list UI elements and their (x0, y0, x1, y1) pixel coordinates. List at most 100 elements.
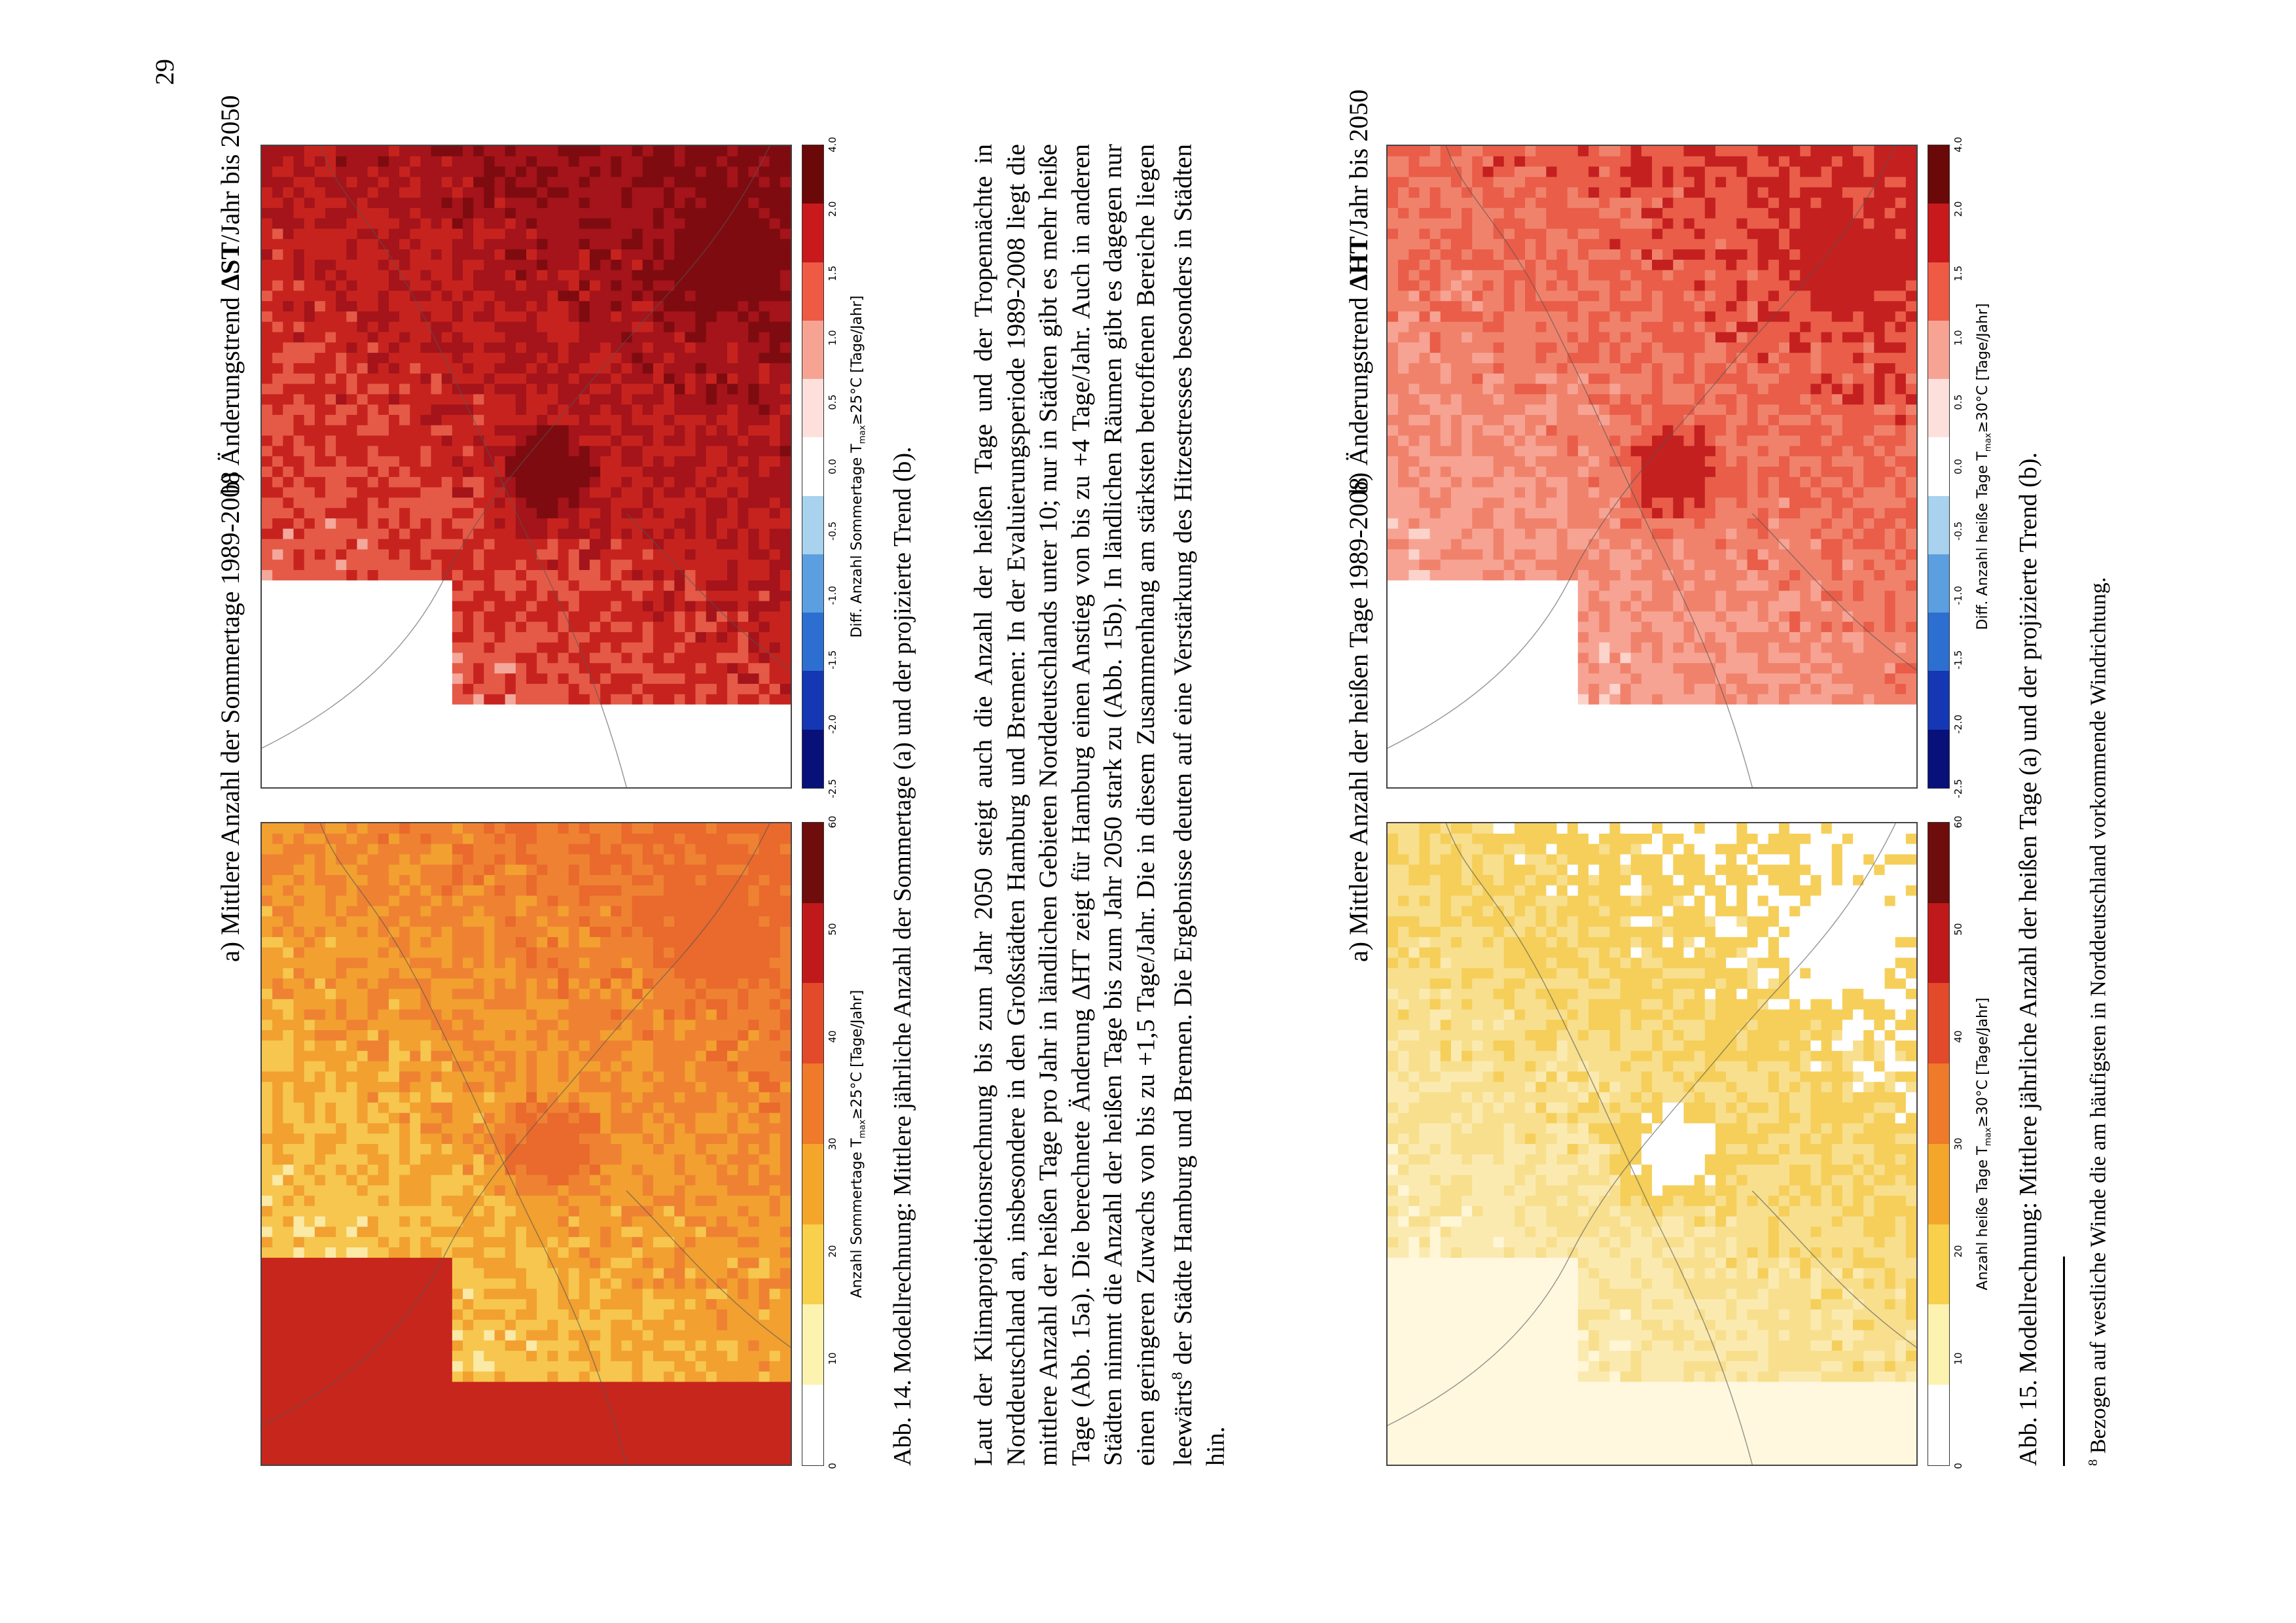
map-cell (632, 1288, 643, 1300)
map-cell (399, 1433, 410, 1444)
map-cell (759, 1164, 770, 1175)
map-cell (336, 895, 347, 906)
map-cell (293, 352, 305, 363)
map-cell (357, 1226, 368, 1238)
map-cell (769, 1133, 781, 1144)
map-cell (463, 1402, 474, 1413)
map-cell (484, 1402, 495, 1413)
map-cell (642, 1391, 654, 1403)
map-cell (568, 373, 580, 384)
map-cell (336, 580, 347, 591)
map-cell (600, 1433, 611, 1444)
map-cell (664, 1454, 675, 1465)
map-cell (304, 590, 315, 601)
map-cell (452, 735, 463, 746)
map-cell (314, 238, 326, 250)
map-cell (346, 864, 357, 876)
map-cell (452, 363, 463, 374)
map-cell (463, 1236, 474, 1248)
map-cell (399, 600, 410, 612)
map-cell (611, 833, 622, 844)
map-cell (579, 642, 590, 653)
map-cell (494, 1133, 506, 1144)
map-cell (410, 311, 421, 322)
map-cell (441, 745, 453, 757)
map-cell (547, 1154, 559, 1165)
map-cell (410, 290, 421, 302)
map-cell (262, 864, 273, 876)
map-cell (664, 957, 675, 969)
map-cell (463, 1350, 474, 1361)
map-cell (494, 569, 506, 580)
map-cell (420, 476, 432, 488)
map-cell (367, 414, 379, 425)
map-cell (283, 1381, 295, 1393)
map-cell (283, 156, 295, 167)
map-cell (515, 766, 527, 777)
map-cell (484, 1164, 495, 1175)
map-cell (526, 843, 537, 855)
map-cell (357, 1236, 368, 1248)
map-cell (727, 1040, 738, 1051)
map-cell (452, 1195, 463, 1206)
map-cell (346, 1019, 357, 1031)
map-cell (378, 156, 389, 167)
map-cell (399, 1329, 410, 1341)
map-cell (759, 823, 770, 834)
map-cell (367, 1402, 379, 1413)
map-cell (325, 967, 336, 979)
map-cell (346, 766, 357, 777)
map-cell (452, 999, 463, 1010)
map-cell (272, 156, 283, 167)
map-cell (780, 1329, 791, 1341)
map-cell (738, 1329, 749, 1341)
map-cell (262, 1391, 273, 1403)
map-cell (431, 1112, 442, 1124)
map-cell (505, 1454, 516, 1465)
map-cell (388, 611, 400, 622)
map-cell (293, 539, 305, 550)
map-cell (272, 1340, 283, 1351)
map-cell (642, 967, 654, 979)
map-cell (727, 1288, 738, 1300)
map-cell (473, 156, 484, 167)
map-cell (314, 735, 326, 746)
map-cell (325, 1350, 336, 1361)
map-cell (632, 1071, 643, 1082)
map-cell (632, 967, 643, 979)
map-cell (611, 1008, 622, 1020)
map-cell (325, 1247, 336, 1258)
map-cell (558, 1154, 569, 1165)
map-cell (547, 435, 559, 446)
map-cell (727, 1329, 738, 1341)
map-cell (568, 843, 580, 855)
map-cell (314, 632, 326, 643)
map-cell (674, 905, 685, 917)
map-cell (695, 1081, 707, 1092)
map-cell (283, 864, 295, 876)
map-cell (367, 642, 379, 653)
map-cell (780, 1247, 791, 1258)
map-cell (632, 1247, 643, 1258)
map-cell (410, 947, 421, 958)
map-cell (388, 1050, 400, 1061)
map-cell (621, 1340, 633, 1351)
map-cell (526, 156, 537, 167)
map-cell (537, 967, 548, 979)
map-cell (621, 1381, 633, 1393)
map-cell (336, 1454, 347, 1465)
map-cell (336, 864, 347, 876)
map-cell (642, 1298, 654, 1310)
map-cell (336, 1008, 347, 1020)
map-cell (293, 1319, 305, 1330)
map-cell (463, 518, 474, 529)
map-cell (547, 466, 559, 477)
map-cell (706, 885, 717, 896)
map-cell (494, 874, 506, 885)
map-cell (494, 393, 506, 405)
map-cell (399, 1371, 410, 1382)
map-cell (706, 843, 717, 855)
map-cell (769, 1288, 781, 1300)
map-cell (780, 967, 791, 979)
map-cell (642, 1092, 654, 1103)
